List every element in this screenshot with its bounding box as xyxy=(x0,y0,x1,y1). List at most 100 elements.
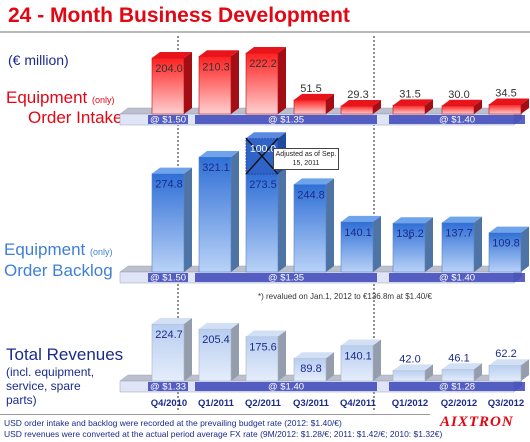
intake-bar-top-7 xyxy=(442,99,482,106)
category-label-5: Q4/2011 xyxy=(340,398,377,409)
category-label-6: Q1/2012 xyxy=(392,398,428,409)
intake-bar-top-2 xyxy=(199,50,239,57)
backlog-bar-top-6 xyxy=(393,217,433,224)
backlog-bar-top-7 xyxy=(442,216,482,223)
backlog-bar-top-1 xyxy=(152,167,192,174)
revenue-bar-top-7 xyxy=(442,363,482,370)
backlog-value-label-2: 321.1 xyxy=(202,162,230,174)
intake-fx-band-1 xyxy=(148,115,188,124)
revenue-value-label-8: 62.2 xyxy=(495,348,516,360)
intake-label-line1: Equipment (only) xyxy=(6,88,115,108)
footnote-2: USD revenues were converted at the actua… xyxy=(4,429,443,439)
backlog-revalued-mark: * xyxy=(408,234,413,246)
intake-bar-top-3 xyxy=(246,47,286,53)
backlog-bar-top-5 xyxy=(341,215,381,222)
revenue-fx-band-2 xyxy=(195,382,377,391)
intake-bar-side-7 xyxy=(474,99,482,114)
category-label-7: Q2/2012 xyxy=(441,398,477,409)
backlog-fx-label-2: @ $1.35 xyxy=(268,273,304,284)
backlog-fx-label-3: @ $1.40 xyxy=(439,273,475,284)
revenue-bar-1 xyxy=(151,323,185,382)
category-label-2: Q1/2011 xyxy=(198,398,235,409)
backlog-bar-side-2 xyxy=(231,151,239,272)
intake-bar-side-6 xyxy=(425,99,433,114)
footnote-1: USD order intake and backlog were record… xyxy=(4,418,342,428)
revenue-bar-side-3 xyxy=(278,330,286,381)
intake-bar-4 xyxy=(293,99,327,115)
category-label-4: Q3/2011 xyxy=(293,398,330,409)
intake-fx-label-2: @ $1.35 xyxy=(268,115,304,126)
revenue-value-label-5: 140.1 xyxy=(344,350,372,362)
backlog-label-line2: Order Backlog xyxy=(4,261,113,280)
backlog-adjustment-top xyxy=(246,132,286,139)
revenue-bar-top-3 xyxy=(246,330,286,337)
revenue-bar-top-1 xyxy=(152,318,192,324)
backlog-adjustment-cross-2 xyxy=(245,137,279,175)
intake-bar-top-5 xyxy=(341,99,381,106)
backlog-bar-2 xyxy=(198,156,232,273)
backlog-value-label-8: 109.8 xyxy=(492,238,520,250)
backlog-bar-side-1 xyxy=(184,167,192,272)
revenue-bar-side-4 xyxy=(326,352,334,381)
intake-bar-side-2 xyxy=(231,50,239,114)
revenue-bar-7 xyxy=(441,369,475,382)
revenues-label-line2: (incl. equipment, service, spare parts) xyxy=(6,365,95,407)
intake-bar-top-6 xyxy=(393,99,433,106)
intake-bar-side-3 xyxy=(278,47,286,114)
backlog-label-main: Equipment xyxy=(4,240,90,259)
backlog-bar-7 xyxy=(441,222,475,273)
intake-bar-side-4 xyxy=(326,93,334,114)
intake-bar-6 xyxy=(392,105,426,115)
adjustment-callout: Adjusted as of Sep. 15, 2011 xyxy=(273,148,339,170)
intake-value-label-1: 204.0 xyxy=(155,63,183,75)
intake-label-main: Equipment xyxy=(6,88,92,107)
backlog-bar-1 xyxy=(151,173,185,273)
revenue-fx-label-2: @ $1.40 xyxy=(268,382,304,393)
backlog-fx-label-1: @ $1.50 xyxy=(150,273,186,284)
revenue-bar-side-7 xyxy=(474,363,482,381)
intake-value-label-2: 210.3 xyxy=(202,61,230,73)
backlog-value-label-1: 274.8 xyxy=(155,179,183,191)
backlog-bar-side-6 xyxy=(425,217,433,272)
backlog-bar-5 xyxy=(340,221,374,273)
intake-value-label-3: 222.2 xyxy=(249,58,277,70)
intake-value-label-5: 29.3 xyxy=(347,89,368,101)
category-label-1: Q4/2010 xyxy=(151,398,187,409)
backlog-bar-side-7 xyxy=(474,216,482,272)
intake-bar-1 xyxy=(151,57,185,115)
revenue-value-label-1: 224.7 xyxy=(155,329,183,341)
intake-value-label-6: 31.5 xyxy=(399,88,420,100)
intake-fx-band-3 xyxy=(389,115,525,124)
category-label-3: Q2/2011 xyxy=(245,398,282,409)
intake-fx-band-2 xyxy=(195,115,377,124)
footnote-rule xyxy=(0,414,430,415)
revenue-bar-side-6 xyxy=(425,364,433,381)
revenue-value-label-7: 46.1 xyxy=(448,352,469,364)
revenue-bar-top-6 xyxy=(393,364,433,371)
intake-bar-5 xyxy=(340,105,374,115)
revenues-label-line1: Total Revenues xyxy=(6,345,124,364)
backlog-bar-side-3 xyxy=(278,168,286,272)
backlog-bar-3 xyxy=(245,173,279,273)
intake-label-line2: Order Intake xyxy=(28,108,123,127)
intake-fx-label-3: @ $1.40 xyxy=(439,115,475,126)
intake-value-label-8: 34.5 xyxy=(495,88,516,100)
backlog-fx-band-2 xyxy=(195,273,377,282)
intake-bar-8 xyxy=(488,104,522,115)
backlog-adjustment-label: 100.0 xyxy=(250,143,276,155)
backlog-label-only: (only) xyxy=(90,247,113,257)
intake-value-label-4: 51.5 xyxy=(300,83,321,95)
backlog-bar-side-4 xyxy=(326,178,334,272)
title-rule xyxy=(0,31,530,33)
backlog-bar-top-4 xyxy=(294,178,334,185)
backlog-bar-side-8 xyxy=(521,226,529,272)
intake-bar-top-4 xyxy=(294,93,334,100)
backlog-value-label-6: 136.2 xyxy=(396,228,424,240)
revenue-value-label-3: 175.6 xyxy=(249,341,277,353)
revenue-value-label-6: 42.0 xyxy=(399,353,420,365)
revenue-value-label-4: 89.8 xyxy=(300,363,321,375)
backlog-value-label-4: 244.8 xyxy=(297,189,325,201)
intake-bar-side-1 xyxy=(184,51,192,114)
category-label-8: Q3/2012 xyxy=(488,398,524,409)
